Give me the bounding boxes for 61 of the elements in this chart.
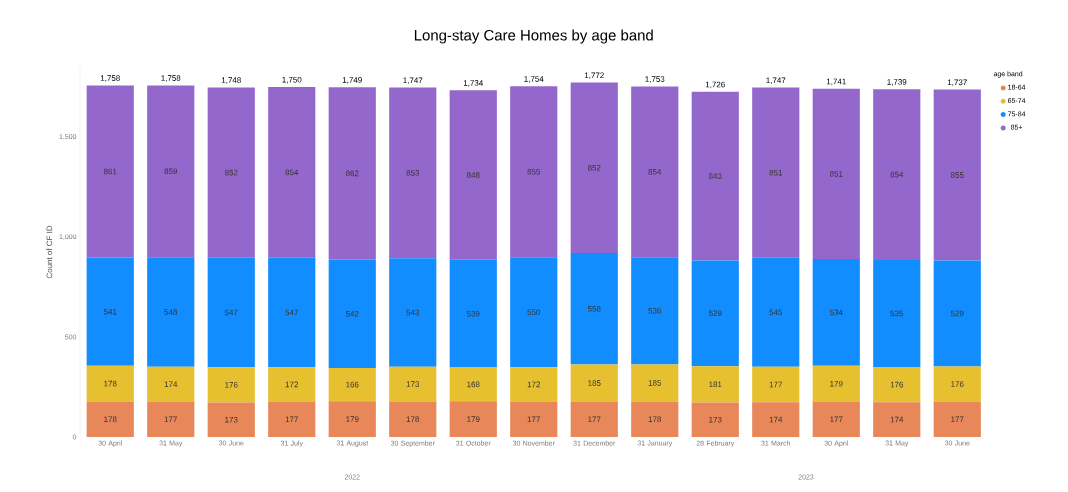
bar [570, 253, 618, 365]
bar [328, 259, 376, 368]
bar [752, 257, 800, 367]
bar [328, 368, 376, 402]
bar [147, 366, 195, 402]
bar [812, 365, 860, 402]
bar [147, 401, 195, 437]
bar [510, 367, 558, 402]
bar [873, 260, 921, 367]
bar [86, 401, 134, 437]
bar [86, 365, 134, 402]
bar [933, 401, 981, 437]
bar [752, 87, 800, 258]
bar [268, 257, 316, 368]
bar [268, 367, 316, 402]
bar [207, 367, 255, 403]
bar [812, 259, 860, 366]
bar [449, 367, 497, 402]
bar [812, 88, 860, 259]
bar [752, 402, 800, 437]
bar [570, 401, 618, 437]
bar [570, 364, 618, 402]
bar [207, 87, 255, 258]
bar [86, 85, 134, 258]
bar [328, 87, 376, 260]
bar [86, 257, 134, 366]
bar [449, 90, 497, 260]
bar [873, 367, 921, 403]
bar [268, 87, 316, 258]
bar [691, 366, 739, 403]
bar [933, 89, 981, 261]
bar [328, 401, 376, 437]
bar [691, 91, 739, 261]
bar [570, 82, 618, 253]
bar [147, 85, 195, 258]
bar [510, 257, 558, 368]
bar [873, 89, 921, 260]
bar [389, 258, 437, 367]
bar [873, 402, 921, 437]
bar [691, 260, 739, 367]
bar [389, 401, 437, 437]
bar [631, 364, 679, 402]
bar [207, 257, 255, 368]
bar [631, 86, 679, 258]
bar [812, 401, 860, 437]
bar [449, 401, 497, 437]
bar [510, 401, 558, 437]
bar [147, 257, 195, 367]
bar [752, 366, 800, 403]
bar [389, 87, 437, 259]
bar [933, 260, 981, 367]
bar [207, 402, 255, 437]
bar [449, 259, 497, 368]
chart-title: Long-stay Care Homes by age band [414, 29, 653, 44]
bar [389, 366, 437, 402]
bar [631, 257, 679, 365]
bar [510, 86, 558, 258]
bar [933, 366, 981, 402]
bar [268, 401, 316, 437]
bar [691, 402, 739, 437]
bar [631, 401, 679, 437]
